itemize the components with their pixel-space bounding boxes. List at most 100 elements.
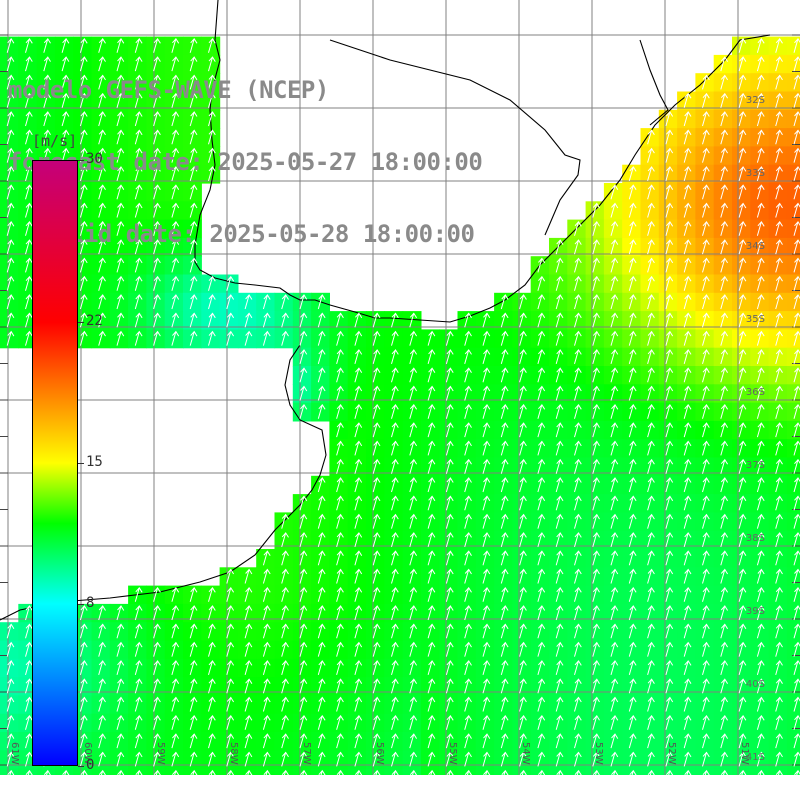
- wind-arrow: [665, 605, 674, 621]
- wind-speed-cell: [128, 787, 147, 800]
- wind-arrow: [354, 477, 363, 493]
- wind-speed-cell: [549, 787, 568, 800]
- wind-arrow: [756, 239, 765, 255]
- colorbar-tick-mark: [78, 766, 84, 767]
- wind-arrow: [445, 385, 454, 401]
- wind-arrow: [262, 550, 271, 566]
- wind-arrow: [153, 660, 161, 676]
- wind-speed-cell: [786, 457, 800, 477]
- wind-arrow: [756, 605, 765, 621]
- wind-arrow: [537, 678, 546, 694]
- wind-arrow: [555, 422, 564, 438]
- wind-arrow: [775, 275, 783, 291]
- wind-arrow: [79, 641, 88, 657]
- wind-arrow: [445, 458, 454, 474]
- wind-arrow: [647, 294, 655, 310]
- wind-arrow: [464, 733, 472, 749]
- wind-arrow: [683, 568, 692, 584]
- wind-arrow: [98, 202, 106, 218]
- wind-arrow: [336, 532, 344, 548]
- wind-arrow: [555, 440, 564, 456]
- wind-arrow: [391, 678, 399, 694]
- wind-arrow: [354, 751, 363, 767]
- wind-arrow: [738, 349, 747, 365]
- wind-arrow: [519, 422, 527, 438]
- wind-arrow: [647, 696, 655, 712]
- wind-arrow: [500, 586, 509, 602]
- wind-arrow: [171, 184, 180, 200]
- wind-arrow: [775, 74, 783, 90]
- wind-arrow: [775, 111, 783, 127]
- wind-speed-cell: [201, 768, 221, 775]
- wind-arrow: [647, 641, 655, 657]
- wind-arrow: [427, 568, 436, 584]
- wind-arrow: [299, 660, 308, 676]
- wind-arrow: [300, 789, 307, 800]
- wind-arrow: [153, 714, 161, 730]
- wind-arrow: [702, 458, 710, 474]
- wind-speed-cell: [786, 768, 800, 775]
- wind-arrow: [756, 147, 765, 163]
- wind-arrow: [336, 495, 344, 511]
- wind-arrow: [171, 678, 180, 694]
- wind-arrow: [135, 789, 142, 800]
- wind-arrow: [116, 220, 125, 236]
- wind-arrow: [409, 568, 418, 584]
- wind-arrow: [702, 111, 710, 127]
- wind-arrow: [519, 312, 527, 328]
- wind-arrow: [647, 147, 655, 163]
- wind-arrow: [775, 513, 783, 529]
- wind-arrow: [409, 605, 418, 621]
- wind-arrow: [446, 789, 453, 800]
- wind-arrow: [153, 696, 161, 712]
- wind-arrow: [135, 769, 143, 775]
- wind-arrow: [574, 769, 582, 775]
- wind-arrow: [317, 495, 326, 511]
- lagoon-shore: [639, 39, 669, 126]
- wind-arrow: [98, 751, 106, 767]
- wind-arrow: [555, 714, 564, 730]
- wind-arrow: [756, 111, 765, 127]
- wind-arrow: [281, 678, 289, 694]
- wind-arrow: [665, 568, 674, 584]
- wind-arrow: [647, 623, 655, 639]
- wind-arrow: [628, 605, 637, 621]
- wind-arrow: [610, 257, 619, 273]
- wind-arrow: [409, 513, 418, 529]
- wind-arrow: [775, 129, 783, 145]
- wind-arrow: [317, 568, 326, 584]
- wind-arrow: [684, 769, 692, 775]
- wind-arrow: [555, 477, 564, 493]
- wind-arrow: [738, 257, 747, 273]
- wind-arrow: [482, 550, 491, 566]
- wind-arrow: [519, 751, 527, 767]
- wind-arrow: [720, 275, 729, 291]
- wind-arrow: [189, 239, 198, 255]
- wind-arrow: [756, 403, 765, 419]
- wind-arrow: [208, 56, 216, 72]
- wind-arrow: [317, 312, 326, 328]
- wind-speed-cell: [786, 695, 800, 715]
- wind-arrow: [208, 294, 216, 310]
- wind-arrow: [464, 605, 472, 621]
- wind-arrow: [134, 641, 143, 657]
- wind-arrow: [683, 440, 692, 456]
- wind-arrow: [647, 751, 655, 767]
- wind-arrow: [98, 605, 106, 621]
- wind-arrow: [209, 789, 216, 800]
- wind-speed-cell: [786, 36, 800, 56]
- wind-arrow: [98, 330, 106, 346]
- wind-arrow: [445, 714, 454, 730]
- wind-arrow: [317, 605, 326, 621]
- wind-arrow: [281, 641, 289, 657]
- wind-arrow: [354, 550, 363, 566]
- wind-arrow: [537, 294, 546, 310]
- wind-arrow: [281, 696, 289, 712]
- wind-arrow: [409, 440, 418, 456]
- wind-arrow: [592, 330, 600, 346]
- wind-arrow: [208, 751, 216, 767]
- wind-arrow: [665, 641, 674, 657]
- wind-arrow: [756, 220, 765, 236]
- wind-arrow: [720, 532, 729, 548]
- wind-arrow: [116, 166, 125, 182]
